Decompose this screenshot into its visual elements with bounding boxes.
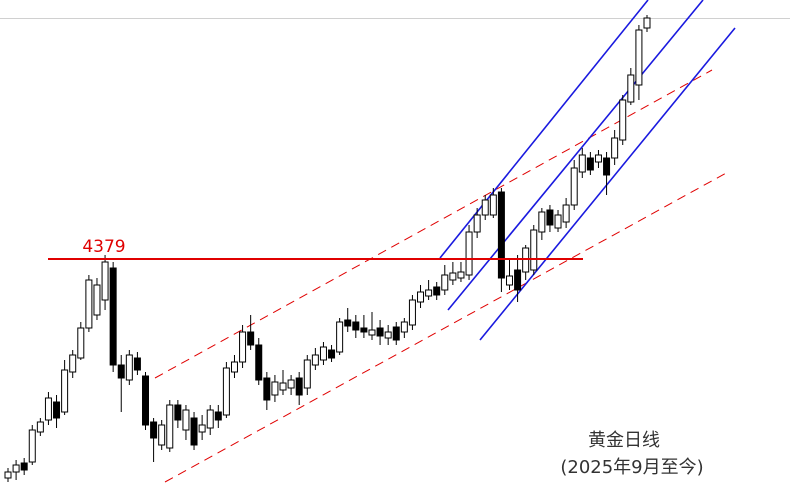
candle-body [125,354,133,381]
candle-body [554,214,562,229]
candle-body [635,29,643,86]
candle-body [376,327,384,337]
candle-body [441,274,449,291]
candle-body [473,214,481,233]
candle-body [400,321,408,333]
candle-body [85,279,93,329]
candle-body [328,349,336,359]
candle-body [255,344,263,381]
candle-body [239,331,247,363]
candle-body [230,361,238,373]
candle-body [158,424,166,446]
lower-dashed-trend [164,171,729,483]
candle-body [530,229,538,271]
candle-body [36,421,44,433]
candle-body [352,321,360,331]
candle-body [514,269,522,291]
candle-body [344,319,352,327]
level-label: 4379 [82,237,125,257]
candle-body [93,284,101,316]
candle-body [4,471,12,479]
candle-body [263,377,271,401]
candle-body [44,397,52,421]
candle-body [206,409,214,429]
candle-body [133,357,141,371]
candle-body [20,462,28,471]
candle-body [174,404,182,421]
candle-body [142,375,150,426]
candle-body [546,209,554,226]
candle-body [319,346,327,361]
candle-body [311,354,319,366]
candle-body [457,271,465,279]
candle-body [150,421,158,439]
candle-body [279,382,287,391]
candle-body [505,275,513,286]
candle-body [61,369,69,413]
candle-body [627,74,635,103]
candle-body [570,167,578,206]
candle-body [303,359,311,389]
candle-body [368,329,376,336]
candle-body [222,367,230,416]
candle-body [408,299,416,326]
candle-body [109,267,117,366]
candle-body [190,417,198,446]
candle-body [214,411,222,421]
candle-body [28,429,36,463]
candle-body [603,157,611,176]
candle-body [271,381,279,396]
candle-body [392,326,400,341]
candle-body [497,191,505,279]
candle-body [360,327,368,333]
candle-body [449,272,457,281]
candle-body [198,424,206,433]
channel-mid [447,0,704,311]
candle-body [69,354,77,373]
chart-title: 黄金日线 [588,430,660,451]
candle-body [611,137,619,159]
candle-body [489,194,497,216]
candle-body [53,401,61,419]
candle-body [247,331,255,346]
candle-body [586,157,594,171]
chart-subtitle: (2025年9月至今) [560,457,703,478]
candle-body [336,321,344,353]
candle-body [287,379,295,389]
candle-body [578,154,586,173]
candle-body [77,327,85,359]
channel-bottom [479,27,736,341]
candle-body [643,17,651,29]
candle-body [562,204,570,223]
candle-body [384,331,392,339]
candle-body [538,211,546,233]
candle-body [117,364,125,379]
candles [4,15,651,482]
trend-lines [154,0,736,483]
candle-body [619,99,627,141]
candle-body [12,464,20,473]
candle-body [166,404,174,449]
candle-body [433,286,441,296]
candle-body [182,409,190,431]
candle-body [417,291,425,303]
candle-body [481,199,489,216]
candle-body [465,231,473,276]
candle-body [425,289,433,297]
candle-body [295,377,303,396]
candle-body [101,261,109,301]
candle-body [594,154,602,163]
upper-dashed-trend [154,69,713,379]
